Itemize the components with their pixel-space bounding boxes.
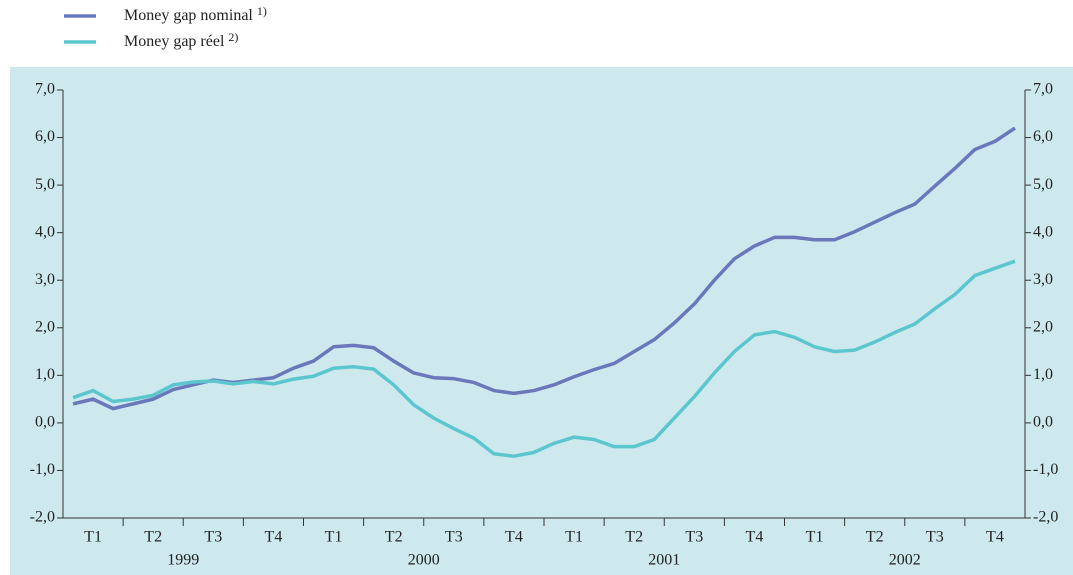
- x-tick-label: T4: [986, 529, 1004, 546]
- x-tick-label: T2: [625, 529, 643, 546]
- y2-tick-label: 6,0: [1033, 128, 1053, 145]
- x-tick-label: T4: [265, 529, 283, 546]
- year-label: 1999: [167, 552, 199, 569]
- plot-background: [10, 67, 1073, 575]
- legend-name: Money gap nominal: [124, 7, 253, 24]
- y2-tick-label: 4,0: [1033, 223, 1053, 240]
- y2-tick-label: 1,0: [1033, 366, 1053, 383]
- y2-tick-label: -1,0: [1033, 461, 1058, 478]
- legend-label: Money gap nominal 1): [124, 4, 267, 24]
- y-tick-label: 2,0: [35, 318, 55, 335]
- y-tick-label: -2,0: [30, 509, 55, 526]
- x-tick-label: T1: [806, 529, 824, 546]
- x-tick-label: T3: [445, 529, 463, 546]
- y2-tick-label: 2,0: [1033, 318, 1053, 335]
- x-tick-label: T1: [84, 529, 102, 546]
- legend-label: Money gap réel 2): [124, 30, 238, 50]
- y-tick-label: 6,0: [35, 128, 55, 145]
- year-label: 2000: [408, 552, 440, 569]
- x-tick-label: T3: [685, 529, 703, 546]
- y2-tick-label: 3,0: [1033, 271, 1053, 288]
- y-tick-label: -1,0: [30, 461, 55, 478]
- y2-tick-label: -2,0: [1033, 509, 1058, 526]
- legend-footnote: 1): [257, 4, 267, 18]
- x-tick-label: T4: [746, 529, 764, 546]
- y-tick-label: 3,0: [35, 271, 55, 288]
- y2-tick-label: 0,0: [1033, 414, 1053, 431]
- x-tick-label: T2: [866, 529, 884, 546]
- year-label: 2002: [889, 552, 921, 569]
- y-tick-label: 0,0: [35, 414, 55, 431]
- x-tick-label: T3: [926, 529, 944, 546]
- x-tick-label: T1: [565, 529, 583, 546]
- y-tick-label: 1,0: [35, 366, 55, 383]
- y-tick-label: 5,0: [35, 176, 55, 193]
- legend-name: Money gap réel: [124, 33, 225, 50]
- y-tick-label: 7,0: [35, 81, 55, 98]
- x-tick-label: T4: [505, 529, 523, 546]
- x-tick-label: T1: [325, 529, 343, 546]
- y2-tick-label: 5,0: [1033, 176, 1053, 193]
- year-label: 2001: [648, 552, 680, 569]
- line-series: [72, 259, 1016, 458]
- legend-footnote: 2): [228, 30, 238, 44]
- x-tick-label: T2: [144, 529, 162, 546]
- y2-tick-label: 7,0: [1033, 81, 1053, 98]
- y-tick-label: 4,0: [35, 223, 55, 240]
- x-tick-label: T3: [204, 529, 222, 546]
- x-tick-label: T2: [385, 529, 403, 546]
